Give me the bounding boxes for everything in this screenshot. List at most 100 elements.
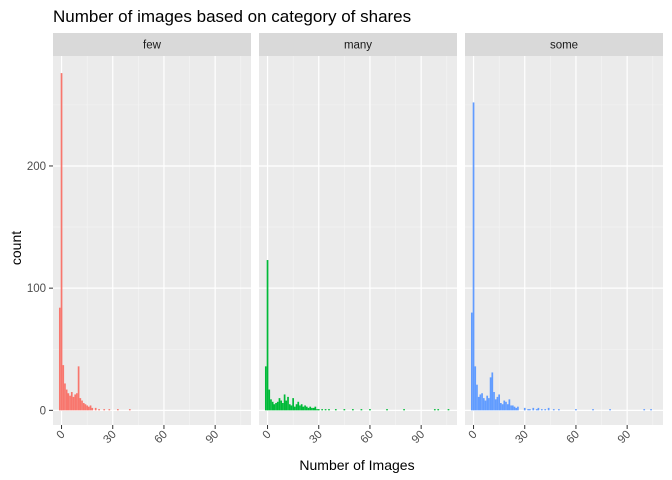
histogram-bar <box>103 409 106 411</box>
histogram-bar <box>292 398 294 411</box>
histogram-bar <box>479 394 482 411</box>
histogram-bar <box>271 401 274 411</box>
x-tick-label: 90 <box>616 429 634 447</box>
histogram-bar <box>64 383 66 411</box>
histogram-bar <box>69 395 71 411</box>
histogram-bar <box>515 407 518 411</box>
histogram-bar <box>343 409 346 411</box>
y-tick-label: 100 <box>27 283 46 295</box>
histogram-bar <box>293 406 296 411</box>
facet-strip-label: many <box>344 40 372 52</box>
histogram-bar <box>535 409 538 411</box>
histogram-bar <box>98 409 100 411</box>
histogram-bar <box>334 409 337 411</box>
histogram-bar <box>285 400 288 411</box>
x-tick-label: 90 <box>204 429 222 447</box>
histogram-bar <box>470 312 473 411</box>
histogram-bar <box>369 409 371 411</box>
histogram-bar <box>433 409 436 411</box>
histogram-bar <box>321 409 324 411</box>
histogram-bar <box>270 399 272 411</box>
histogram-bar <box>447 409 450 411</box>
histogram-bar <box>309 406 312 411</box>
histogram-bar <box>328 409 330 411</box>
histogram-bar <box>62 365 65 411</box>
histogram-bar <box>506 404 509 411</box>
y-tick-label: 200 <box>27 161 46 173</box>
histogram-bar <box>360 409 363 411</box>
panel-background <box>465 56 663 425</box>
facet-strip-label: few <box>143 40 162 52</box>
facet-panels: few 0 30 60 90 many 0 30 60 90 some 0 30 60 90 <box>53 33 663 446</box>
histogram-bar <box>312 407 315 411</box>
histogram-bar <box>94 407 97 411</box>
histogram-bar <box>503 400 506 411</box>
histogram-bar <box>437 409 440 411</box>
histogram-bar <box>575 409 577 411</box>
histogram-bar <box>499 403 502 411</box>
histogram-bar <box>547 407 550 411</box>
histogram-bar <box>544 409 547 411</box>
histogram-bar <box>273 404 276 411</box>
facet-strip <box>259 33 457 56</box>
y-axis-title: count <box>8 231 24 265</box>
histogram-bar <box>84 404 87 411</box>
histogram-bar <box>278 398 281 411</box>
histogram-bar <box>288 404 291 411</box>
facet-strip <box>53 33 251 56</box>
histogram-bar <box>498 394 500 411</box>
histogram-bar <box>529 409 531 411</box>
histogram-bar <box>513 406 516 411</box>
x-tick-label: 0 <box>55 429 68 442</box>
histogram-bar <box>496 396 499 411</box>
x-tick-label: 0 <box>467 429 480 442</box>
histogram-bar <box>268 389 271 411</box>
histogram-bar <box>282 403 284 411</box>
histogram-bar <box>523 407 526 411</box>
histogram-bar <box>82 403 85 411</box>
histogram-bar <box>117 409 119 411</box>
histogram-bar <box>552 409 555 411</box>
histogram-bar <box>280 400 283 411</box>
histogram-bar <box>314 406 317 411</box>
histogram-bar <box>287 396 289 411</box>
histogram-bar <box>72 396 75 411</box>
histogram-bar <box>488 398 490 411</box>
facet-panel-some: some 0 30 60 90 <box>465 33 663 446</box>
histogram-bar <box>89 405 92 411</box>
histogram-bar <box>403 409 405 411</box>
histogram-bar <box>650 409 652 411</box>
histogram-bar <box>67 393 70 411</box>
histogram-bar <box>304 405 306 411</box>
histogram-bar <box>481 393 483 411</box>
histogram-bar <box>108 409 111 411</box>
histogram-bar <box>324 409 327 411</box>
histogram-bar <box>311 407 313 411</box>
facet-strip <box>465 33 663 56</box>
histogram-bar <box>493 392 495 411</box>
histogram-bar <box>76 393 78 411</box>
histogram-bar <box>317 409 320 411</box>
histogram-bar <box>472 102 475 411</box>
histogram-bar <box>86 405 88 411</box>
histogram-bar <box>91 407 94 411</box>
panel-background <box>53 56 251 425</box>
histogram-bar <box>532 407 535 411</box>
histogram-bar <box>300 404 303 411</box>
histogram-bar <box>511 405 514 411</box>
x-axis-title: Number of Images <box>299 457 414 473</box>
histogram-bar <box>58 307 61 411</box>
histogram-bar <box>297 401 300 411</box>
histogram-bar <box>517 406 519 411</box>
histogram-bar <box>477 396 480 411</box>
panel-background <box>259 56 457 425</box>
y-axis: 0 100 200 <box>27 161 53 417</box>
histogram-bar <box>558 409 560 411</box>
histogram-bar <box>476 384 478 411</box>
x-tick-label: 30 <box>513 429 531 447</box>
histogram-bar <box>283 394 286 411</box>
histogram-bar <box>474 366 477 411</box>
histogram-bar <box>79 398 82 411</box>
histogram-bar <box>643 409 646 411</box>
histogram-bar <box>482 398 485 411</box>
